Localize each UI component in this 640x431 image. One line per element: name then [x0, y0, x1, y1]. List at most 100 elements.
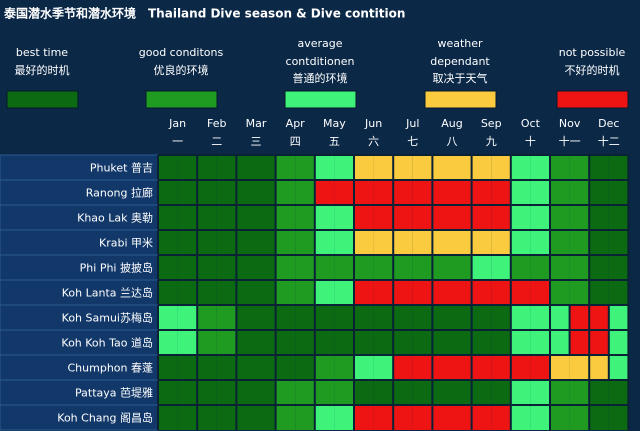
season-cell: [177, 405, 198, 430]
season-cell: [177, 355, 198, 380]
season-cell: [354, 380, 374, 405]
season-cell: [589, 405, 609, 430]
season-cell: [452, 180, 472, 205]
season-cell: [177, 180, 198, 205]
season-cell: [569, 180, 590, 205]
season-cell: [589, 280, 609, 305]
season-cell: [373, 155, 394, 180]
season-cell: [393, 280, 413, 305]
season-cell: [373, 330, 394, 355]
season-cell: [471, 280, 492, 305]
season-cell: [452, 355, 472, 380]
season-cell: [491, 180, 511, 205]
season-cell: [452, 305, 472, 330]
season-cell: [197, 405, 217, 430]
season-cell: [569, 330, 590, 355]
season-cell: [275, 280, 296, 305]
season-cell: [354, 405, 374, 430]
season-cell: [216, 205, 237, 230]
season-cell: [569, 380, 590, 405]
row-label: Ranong 拉廊: [86, 186, 153, 200]
season-cell: [393, 405, 413, 430]
legend-label: good conditons: [139, 46, 224, 59]
season-cell: [354, 180, 374, 205]
season-cell: [550, 205, 570, 230]
season-cell: [412, 280, 433, 305]
season-cell: [158, 230, 178, 255]
season-cell: [275, 380, 296, 405]
month-label: Nov: [559, 117, 581, 130]
season-cell: [275, 355, 296, 380]
season-cell: [216, 255, 237, 280]
season-cell: [354, 230, 374, 255]
season-cell: [432, 380, 452, 405]
season-cell: [256, 280, 276, 305]
season-cell: [608, 280, 629, 305]
season-cell: [530, 180, 550, 205]
season-cell: [197, 380, 217, 405]
season-cell: [569, 355, 590, 380]
season-cell: [295, 155, 315, 180]
month-label-cn: 二: [211, 135, 222, 148]
season-cell: [608, 380, 629, 405]
season-cell: [354, 355, 374, 380]
season-cell: [471, 405, 492, 430]
season-cell: [393, 230, 413, 255]
month-label: Jul: [405, 117, 419, 130]
season-cell: [569, 230, 590, 255]
season-cell: [373, 380, 394, 405]
season-cell: [412, 180, 433, 205]
row-label: Chumphon 春蓬: [68, 362, 154, 375]
season-cell: [295, 405, 315, 430]
season-cell: [236, 280, 256, 305]
season-cell: [158, 330, 178, 355]
season-cell: [354, 205, 374, 230]
row-label-bg: [0, 379, 159, 406]
season-cell: [275, 205, 296, 230]
season-cell: [275, 255, 296, 280]
season-cell: [158, 380, 178, 405]
season-cell: [452, 330, 472, 355]
season-cell: [589, 180, 609, 205]
month-label: Mar: [246, 117, 267, 130]
season-cell: [471, 205, 492, 230]
season-cell: [177, 155, 198, 180]
row-label: Koh Chang 阁昌岛: [57, 411, 153, 425]
season-cell: [530, 405, 550, 430]
season-cell: [412, 230, 433, 255]
season-cell: [530, 155, 550, 180]
season-cell: [432, 180, 452, 205]
season-cell: [510, 255, 531, 280]
month-label-cn: 五: [329, 135, 340, 148]
month-label-cn: 六: [368, 135, 379, 148]
season-cell: [295, 380, 315, 405]
season-cell: [491, 330, 511, 355]
season-cell: [216, 380, 237, 405]
season-cell: [256, 180, 276, 205]
month-label-cn: 一: [172, 135, 183, 148]
month-label: Oct: [521, 117, 541, 130]
season-cell: [334, 180, 354, 205]
season-cell: [314, 330, 335, 355]
season-cell: [275, 155, 296, 180]
season-cell: [216, 230, 237, 255]
season-cell: [373, 355, 394, 380]
season-cell: [412, 355, 433, 380]
season-cell: [550, 405, 570, 430]
row-label: Koh Lanta 兰达岛: [62, 286, 153, 300]
season-cell: [158, 180, 178, 205]
season-cell: [334, 380, 354, 405]
season-cell: [569, 155, 590, 180]
season-cell: [158, 205, 178, 230]
legend-label: average contditionen: [286, 37, 355, 68]
season-cell: [530, 280, 550, 305]
season-cell: [314, 355, 335, 380]
season-cell: [608, 305, 629, 330]
month-label: Jan: [168, 117, 186, 130]
season-cell: [393, 205, 413, 230]
season-cell: [334, 355, 354, 380]
row-label: Phuket 普吉: [90, 161, 153, 175]
season-cell: [216, 330, 237, 355]
season-cell: [452, 155, 472, 180]
